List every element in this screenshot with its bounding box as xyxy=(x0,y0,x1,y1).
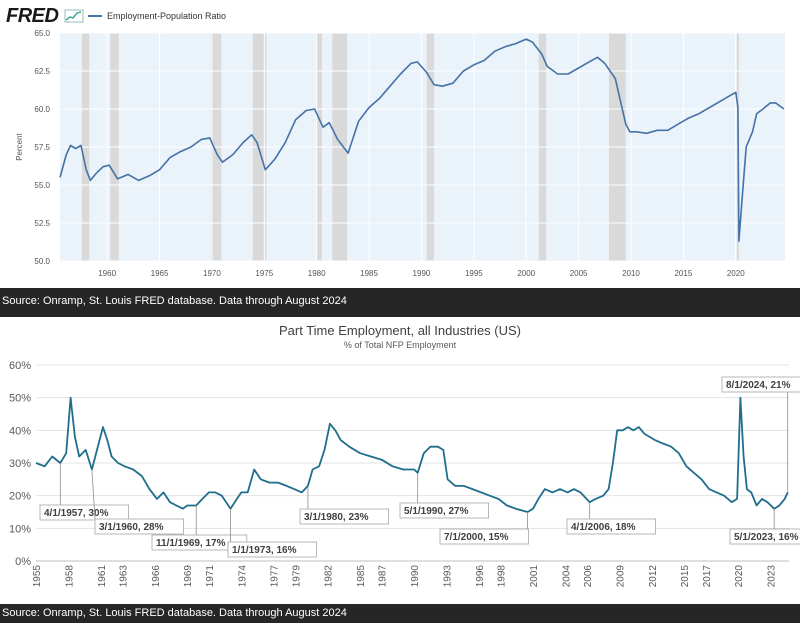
x-tick-label: 2015 xyxy=(674,269,692,278)
x-tick-label: 1970 xyxy=(203,269,221,278)
x-tick-label: 1965 xyxy=(151,269,169,278)
annotation-label: 7/1/2000, 15% xyxy=(444,532,509,543)
x-tick-label: 1993 xyxy=(443,565,454,588)
annotation-label: 5/1/2023, 16% xyxy=(734,532,799,543)
annotation-box xyxy=(39,504,129,521)
annotation-label: 3/1/1960, 28% xyxy=(99,522,164,533)
x-tick-label: 2004 xyxy=(561,565,572,588)
x-tick-label: 2000 xyxy=(517,269,535,278)
annotation-label: 8/1/2024, 21% xyxy=(726,380,791,391)
fred-logo-text: FRED xyxy=(6,5,59,27)
y-tick-label: 20% xyxy=(9,491,31,503)
y-tick-label: 60.0 xyxy=(34,105,50,114)
annotation-box xyxy=(729,528,800,545)
x-tick-label: 1960 xyxy=(98,269,116,278)
legend: Employment-Population Ratio xyxy=(88,11,226,21)
x-tick-label: 1958 xyxy=(64,565,75,588)
x-tick-label: 1998 xyxy=(497,565,508,588)
x-tick-label: 1987 xyxy=(378,565,389,588)
fred-chart-icon xyxy=(64,9,84,23)
series-line xyxy=(59,38,785,242)
x-tick-label: 2012 xyxy=(648,565,659,588)
y-tick-label: 50.0 xyxy=(34,257,50,266)
x-tick-label: 1961 xyxy=(97,565,108,588)
x-tick-label: 1990 xyxy=(413,269,431,278)
annotation-label: 5/1/1990, 27% xyxy=(404,506,469,517)
part-time-chart-svg: 60% 50% 40% 30% 20% 10% 0%1955 1958 1961 1963 1966… xyxy=(9,360,800,588)
annotation-label: 4/1/2006, 18% xyxy=(571,522,636,533)
annotation-box xyxy=(299,508,389,525)
annotation-box xyxy=(721,376,800,393)
annotation-box xyxy=(94,518,184,535)
y-tick-label: 0% xyxy=(15,556,31,568)
x-tick-label: 1955 xyxy=(32,565,43,588)
part-time-chart-panel: 60% 50% 40% 30% 20% 10% 0% 1955 1958 1961 1963 1966… xyxy=(0,317,800,604)
x-tick-label: 1985 xyxy=(360,269,378,278)
annotation-label: 11/1/1969, 17% xyxy=(156,538,226,549)
x-tick-label: 2020 xyxy=(727,269,745,278)
annotation-box xyxy=(566,518,656,535)
x-tick-label: 1963 xyxy=(118,565,129,588)
annotation-label: 3/1/1980, 23% xyxy=(304,512,369,523)
annotation-label: 4/1/1957, 30% xyxy=(44,508,109,519)
y-tick-label: 52.5 xyxy=(34,219,50,228)
y-tick-label: 30% xyxy=(9,458,31,470)
x-tick-label: 1982 xyxy=(324,565,335,588)
x-tick-label: 1990 xyxy=(410,565,421,588)
x-tick-label: 1971 xyxy=(205,565,216,588)
chart-subtitle: % of Total NFP Employment xyxy=(343,340,457,350)
annotation-box xyxy=(439,528,529,545)
x-tick-label: 2015 xyxy=(680,565,691,588)
x-tick-label: 2001 xyxy=(529,565,540,588)
x-tick-label: 1969 xyxy=(183,565,194,588)
x-tick-label: 1966 xyxy=(151,565,162,588)
x-tick-label: 2005 xyxy=(570,269,588,278)
x-tick-label: 2009 xyxy=(615,565,626,588)
source-note: Source: Onramp, St. Louis FRED database.… xyxy=(2,295,347,307)
fred-chart-panel: FRED Employment-Population Ratio 65.0 62.… xyxy=(0,0,800,288)
x-tick-label: 2020 xyxy=(734,565,745,588)
y-tick-label: 60% xyxy=(9,360,31,372)
y-tick-label: 55.0 xyxy=(34,181,50,190)
x-tick-label: 1977 xyxy=(270,565,281,588)
x-tick-label: 1975 xyxy=(255,269,273,278)
annotation-box xyxy=(227,541,317,558)
y-tick-label: 62.5 xyxy=(34,67,50,76)
x-tick-label: 1974 xyxy=(237,565,248,588)
y-axis-label: Percent xyxy=(15,132,24,160)
y-tick-label: 50% xyxy=(9,393,31,405)
x-tick-label: 2023 xyxy=(767,565,778,588)
x-tick-label: 2010 xyxy=(622,269,640,278)
legend-label: Employment-Population Ratio xyxy=(107,11,227,21)
x-tick-label: 2006 xyxy=(583,565,594,588)
annotation-leader xyxy=(91,469,96,520)
fred-logo[interactable]: FRED xyxy=(6,5,84,28)
legend-swatch xyxy=(88,15,102,17)
x-tick-label: 1995 xyxy=(465,269,483,278)
y-tick-label: 65.0 xyxy=(34,29,50,38)
fred-chart-svg: 65.0 62.5 60.0 57.5 55.0 52.5 50.0 1960 1965 1970… xyxy=(15,29,785,278)
x-tick-label: 1985 xyxy=(356,565,367,588)
y-tick-label: 10% xyxy=(9,523,31,535)
series-line xyxy=(35,396,789,513)
x-tick-label: 1979 xyxy=(291,565,302,588)
y-tick-label: 57.5 xyxy=(34,143,50,152)
x-tick-label: 1980 xyxy=(308,269,326,278)
annotation-label: 1/1/1973, 16% xyxy=(232,545,297,556)
x-tick-label: 1996 xyxy=(475,565,486,588)
x-tick-label: 2017 xyxy=(702,565,713,588)
y-tick-label: 40% xyxy=(9,425,31,437)
annotation-box xyxy=(399,502,489,519)
chart-title: Part Time Employment, all Industries (US… xyxy=(278,323,522,338)
source-note: Source: Onramp, St. Louis FRED database.… xyxy=(2,607,347,619)
